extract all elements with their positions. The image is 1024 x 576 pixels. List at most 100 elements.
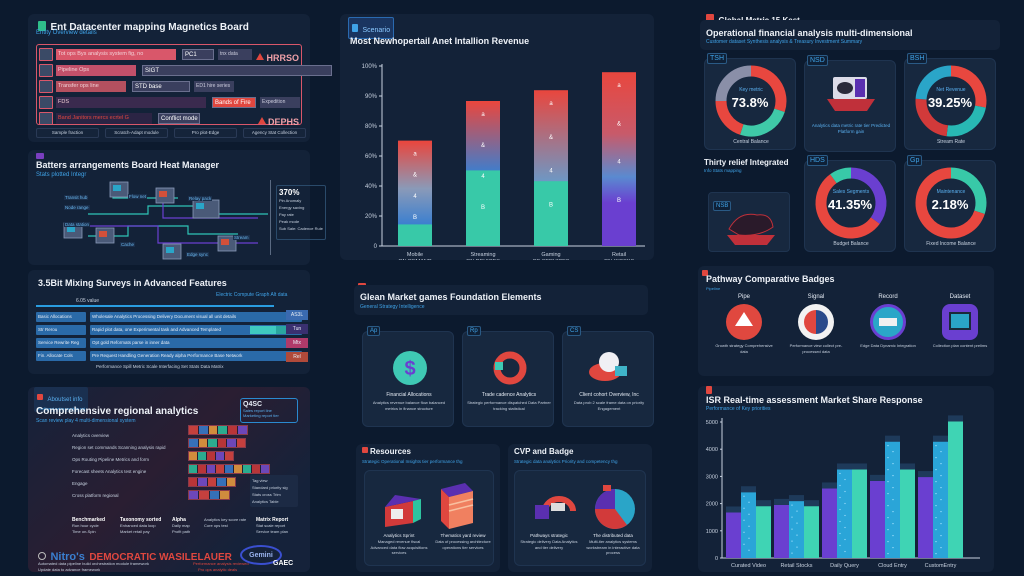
table-cell-value[interactable]: Wholesale Analytics Processing Delivery … xyxy=(90,312,302,322)
thumbnail-strip[interactable] xyxy=(188,438,246,448)
card-tag: Ap xyxy=(367,326,381,336)
donut-segment[interactable] xyxy=(830,167,852,184)
y-tick-label: 4000 xyxy=(706,447,718,453)
table-cell-value[interactable]: Pre Request Handling Generation Ready al… xyxy=(90,351,302,361)
thumbnail-strip[interactable] xyxy=(188,477,236,487)
donut-segment[interactable] xyxy=(915,65,952,100)
bar-value-label xyxy=(822,482,837,489)
donut-card[interactable]: Gp Maintenance 2.18% Fixed Income Balance xyxy=(904,155,996,252)
side-tag[interactable]: Tun xyxy=(286,324,308,334)
donut-segment[interactable] xyxy=(815,174,880,239)
grouped-bar[interactable] xyxy=(789,501,804,558)
thumbnail-strip[interactable] xyxy=(188,451,234,461)
donut-segment[interactable] xyxy=(915,98,949,137)
row-label: Band Janitors mercs ecrtel G xyxy=(56,113,152,124)
dataset-icon xyxy=(942,304,978,340)
table-cell-value[interactable]: Opt gold Reformats parse in inner data xyxy=(90,338,302,348)
donut-segment[interactable] xyxy=(850,167,887,224)
table-cell-label[interactable]: Fin. Allocate Cols xyxy=(36,351,86,361)
network-subtitle: Stats plotted Integr xyxy=(36,172,87,178)
stacked-bar-base-segment[interactable] xyxy=(466,170,500,246)
thumbnail xyxy=(216,465,224,473)
network-panel: Batters arrangements Board Heat Manager … xyxy=(28,150,326,265)
map-card[interactable]: NSB xyxy=(708,192,790,252)
card-tag: NSD xyxy=(807,55,828,66)
footer-tab[interactable]: Sample fraction xyxy=(36,128,99,138)
donut-card[interactable]: NSD Analytics data metric rate tier Predi… xyxy=(804,55,896,152)
scoreboard-row[interactable]: Transfer ops line STD base ED1 hire series xyxy=(39,80,301,93)
grouped-bar[interactable] xyxy=(726,512,741,558)
donut-card[interactable]: TSH Key metric 73.8% Central Balance xyxy=(704,53,796,150)
bar-data-label: 4 xyxy=(549,169,553,175)
donut-segment[interactable] xyxy=(950,167,987,214)
stacked-bar-base-segment[interactable] xyxy=(534,181,568,246)
scoreboard-row[interactable]: FDS Bands of Fire Expedition xyxy=(39,96,301,109)
grouped-bar[interactable] xyxy=(774,504,789,558)
donut-segment[interactable] xyxy=(950,65,987,108)
pathway-item[interactable]: Dataset Collection plan content prelims xyxy=(932,294,988,348)
grouped-bar[interactable] xyxy=(918,477,933,558)
donut-segment[interactable] xyxy=(715,100,744,135)
donut-segment[interactable] xyxy=(740,108,785,137)
grouped-bar[interactable] xyxy=(822,488,837,558)
bar-texture xyxy=(940,547,942,549)
feature-card[interactable]: CS Client cohort Overview, Inc Data prob 2… xyxy=(562,326,654,427)
thumbnail xyxy=(189,439,198,447)
side-tag[interactable]: Rel xyxy=(286,352,308,362)
grouped-bar[interactable] xyxy=(870,480,885,558)
donut-segment[interactable] xyxy=(915,167,985,239)
donut-segment[interactable] xyxy=(946,105,986,137)
thumbnail-strip[interactable] xyxy=(188,425,248,435)
bar-texture xyxy=(892,487,894,489)
thumbnail-strip[interactable] xyxy=(188,490,230,500)
scoreboard-row[interactable]: Pipeline Ops SIGT xyxy=(39,64,332,77)
feature-card[interactable]: Rp Trade cadence Analytics Strategic perfo… xyxy=(462,326,554,427)
donut-segment[interactable] xyxy=(750,65,787,112)
grouped-bar[interactable] xyxy=(948,421,963,558)
stacked-bar[interactable] xyxy=(602,73,636,246)
scoreboard-row[interactable]: Tot ops Bys analysis system fig, no PC1 tn… xyxy=(39,48,301,63)
side-tag[interactable]: AS3L xyxy=(286,310,308,320)
pathway-item[interactable]: Signal Performance view collect pre-proce… xyxy=(789,294,843,354)
donut-segment[interactable] xyxy=(715,65,752,102)
table-cell-value[interactable]: Rapid plot data, one Experimental task a… xyxy=(90,325,302,335)
footer-tab[interactable]: Pro plot-Edge xyxy=(174,128,237,138)
row-thumbnail-icon xyxy=(39,96,53,109)
resources-panel: Resources Strategic Operational Insights… xyxy=(356,444,500,572)
grouped-bar[interactable] xyxy=(741,492,756,558)
grouped-bar[interactable] xyxy=(837,469,852,558)
bar-texture xyxy=(844,502,846,505)
card-tag: BSH xyxy=(907,53,928,64)
bar-texture xyxy=(940,475,942,477)
footer-tab[interactable]: Agency Stat Collection xyxy=(243,128,306,138)
table-cell-label[interactable]: Basic Allocations xyxy=(36,312,86,322)
x-tick-label: Curated Video xyxy=(731,563,766,569)
grouped-bar[interactable] xyxy=(804,506,819,558)
table-link[interactable]: Electric Compute Graph Alt data xyxy=(216,292,288,298)
footer-tab[interactable]: Scratch-Adapt module xyxy=(105,128,168,138)
grouped-bar[interactable] xyxy=(900,469,915,558)
side-tag[interactable]: Mtx xyxy=(286,338,308,348)
table-cell-label[interactable]: Service Rewrite Reg xyxy=(36,338,86,348)
pathway-item[interactable]: Record Edge Data Dynamic Integration xyxy=(860,294,916,348)
stacked-bar-base-segment[interactable] xyxy=(398,224,432,246)
bar-texture xyxy=(844,550,846,553)
grouped-bar[interactable] xyxy=(756,506,771,558)
scoreboard-row[interactable]: Band Janitors mercs ecrtel G Conflict mod… xyxy=(39,112,301,127)
node-thumbnail xyxy=(221,239,229,245)
bar-texture xyxy=(887,529,889,531)
donut-card[interactable]: HDS Sales Segments 41.35% Budget Balance xyxy=(804,155,896,252)
feature-card[interactable]: Ap $ Financial Allocations Analytics revenu… xyxy=(362,326,454,427)
table-cell-label[interactable]: Str Rerou xyxy=(36,325,86,335)
row-chip: Conflict mode xyxy=(158,113,200,124)
donuts-subtitle: Customer dataset Synthesis analysis & Tr… xyxy=(706,39,863,45)
scoreboard-header: Ent Datacenter mapping Magnetics Board xyxy=(38,17,249,35)
bar-data-label: B xyxy=(617,198,621,204)
grouped-bar[interactable] xyxy=(852,469,867,558)
donut-chart xyxy=(815,167,887,239)
donut-card[interactable]: BSH Net Revenue 39.25% Stream Rate xyxy=(904,53,996,150)
x-tick-label: ON DEVICES xyxy=(466,259,500,260)
thumbnail-strip[interactable] xyxy=(188,464,270,474)
pathway-item[interactable]: Pipe Growth strategy Comprehensive data xyxy=(715,294,773,354)
donut-card[interactable]: Thirty relief Integrated Info Stats mappi… xyxy=(704,158,796,254)
